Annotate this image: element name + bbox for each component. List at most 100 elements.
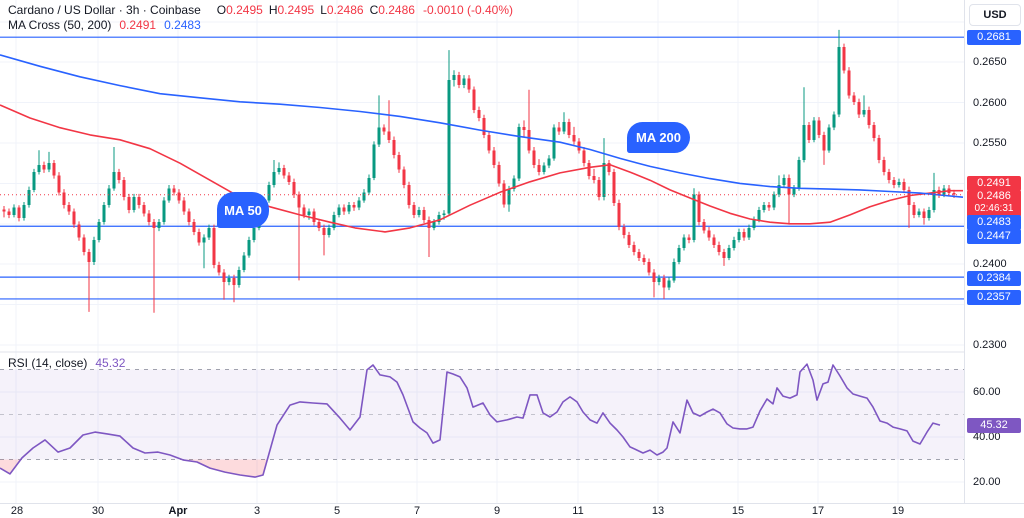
ma50-line	[0, 104, 963, 233]
candle-body	[252, 227, 256, 240]
candle-body	[287, 175, 291, 182]
candle-body	[182, 200, 186, 212]
ohlc-letter: H	[268, 3, 278, 17]
candle-body	[12, 207, 16, 215]
candle-body	[877, 138, 881, 160]
candle-body	[632, 244, 636, 253]
candle-body	[727, 248, 731, 258]
candle-body	[742, 231, 746, 238]
candle-body	[157, 222, 161, 228]
time-axis[interactable]: 28 30 Apr 3 5 7 9 11 13 15 17 19	[0, 503, 1024, 518]
candle-body	[372, 144, 376, 178]
candle-body	[67, 205, 71, 212]
candle-body	[307, 211, 311, 215]
candle-body	[797, 159, 801, 189]
ma200-label-pill[interactable]: MA 200	[627, 122, 690, 153]
candle-body	[37, 164, 41, 173]
axis-badge: 0.2681	[967, 30, 1021, 45]
candle-body	[807, 125, 811, 140]
price-tick-label: 0.2550	[973, 137, 1007, 150]
candle-body	[312, 211, 316, 223]
candle-body	[477, 109, 481, 118]
ohlc-value: 0.2486	[326, 3, 364, 17]
candle-body	[482, 117, 486, 135]
candle-body	[792, 188, 796, 195]
candle-body	[332, 214, 336, 228]
candle-body	[32, 172, 36, 190]
candle-body	[227, 277, 231, 282]
candle-body	[857, 101, 861, 115]
candle-body	[562, 122, 566, 132]
candle-body	[892, 180, 896, 186]
candle-body	[197, 231, 201, 243]
time-tick-label: 19	[891, 505, 905, 517]
symbol-legend-row[interactable]: Cardano / US Dollar · 3h · Coinbase O0.24…	[8, 3, 513, 18]
candle-body	[292, 181, 296, 195]
candle-body	[577, 141, 581, 151]
candle-body	[442, 213, 446, 215]
candle-body	[492, 150, 496, 165]
candle-body	[142, 205, 146, 214]
candle-body	[917, 211, 921, 215]
candle-body	[427, 219, 431, 228]
rsi-value: 45.32	[95, 356, 126, 370]
candle-body	[822, 134, 826, 151]
candle-body	[352, 205, 356, 208]
time-tick-label: 3	[253, 505, 261, 517]
candle-body	[497, 164, 501, 184]
ma-cross-legend-row[interactable]: MA Cross (50, 200) 0.2491 0.2483	[8, 18, 513, 33]
candle-body	[757, 210, 761, 220]
candle-body	[147, 213, 151, 223]
candle-body	[692, 194, 696, 240]
candle-body	[747, 227, 751, 238]
ohlc-value: 0.2495	[226, 3, 263, 17]
candle-body	[462, 78, 466, 85]
currency-button[interactable]: USD	[969, 4, 1021, 26]
candle-body	[242, 255, 246, 270]
candle-body	[47, 163, 51, 170]
candle-body	[902, 181, 906, 190]
candle-body	[547, 158, 551, 166]
candle-body	[232, 277, 236, 286]
chart-canvas[interactable]: Cardano / US Dollar · 3h · Coinbase O0.24…	[0, 0, 964, 503]
candle-body	[192, 222, 196, 232]
candle-body	[752, 219, 756, 228]
candle-body	[42, 164, 46, 170]
candle-body	[662, 277, 666, 288]
candle-body	[817, 120, 821, 135]
candle-body	[677, 248, 681, 262]
candle-body	[317, 222, 321, 228]
price-axis[interactable]: USD 0.2650 0.2600 0.2550 0.2400 0.2300 60.00 4…	[964, 0, 1024, 503]
candle-body	[122, 180, 126, 198]
price-tick-label: 0.2600	[973, 96, 1007, 109]
rsi-line	[0, 363, 941, 478]
candle-body	[112, 172, 116, 189]
candle-body	[457, 75, 461, 85]
candle-body	[592, 176, 596, 181]
candle-body	[77, 224, 81, 238]
candle-body	[787, 177, 791, 195]
candle-body	[782, 177, 786, 186]
candle-body	[882, 159, 886, 173]
candle-body	[327, 227, 331, 236]
candle-body	[647, 261, 651, 273]
chart-legend: Cardano / US Dollar · 3h · Coinbase O0.24…	[8, 3, 513, 33]
candle-body	[722, 252, 726, 258]
candle-body	[267, 185, 271, 201]
candle-body	[707, 230, 711, 238]
candle-body	[702, 222, 706, 231]
candle-body	[897, 181, 901, 186]
ohlc-value: 0.2486	[378, 3, 415, 17]
candle-body	[392, 139, 396, 156]
candle-body	[222, 272, 226, 282]
rsi-legend-row[interactable]: RSI (14, close) 45.32	[8, 356, 125, 370]
candle-body	[847, 70, 851, 96]
candle-body	[7, 211, 11, 215]
candle-body	[712, 237, 716, 245]
candle-body	[487, 134, 491, 151]
candle-body	[387, 131, 391, 140]
time-tick-label: 11	[572, 505, 584, 517]
candle-body	[87, 252, 91, 262]
symbol-title: Cardano / US Dollar · 3h · Coinbase	[8, 3, 201, 17]
ma50-label-pill[interactable]: MA 50	[217, 192, 269, 228]
